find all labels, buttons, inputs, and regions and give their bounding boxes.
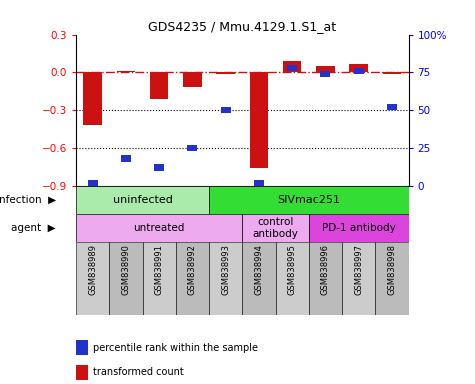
Text: PD-1 antibody: PD-1 antibody (322, 223, 396, 233)
Text: GSM838990: GSM838990 (122, 244, 130, 295)
Text: SIVmac251: SIVmac251 (277, 195, 340, 205)
Text: GSM838995: GSM838995 (288, 244, 296, 295)
Text: transformed count: transformed count (93, 367, 183, 377)
Bar (183, 72, 201, 88)
Text: agent  ▶: agent ▶ (11, 223, 56, 233)
Text: GSM838989: GSM838989 (88, 244, 97, 295)
Text: percentile rank within the sample: percentile rank within the sample (93, 343, 257, 353)
Text: GSM838991: GSM838991 (155, 244, 163, 295)
Bar (250, 72, 268, 168)
Bar (209, 242, 242, 315)
Bar (383, 72, 401, 74)
Bar (76, 214, 242, 242)
Text: GSM838992: GSM838992 (188, 244, 197, 295)
Bar (150, 72, 168, 99)
Text: untreated: untreated (133, 223, 185, 233)
Bar (309, 214, 408, 242)
Bar (121, 156, 131, 162)
Bar (187, 145, 198, 151)
Bar (217, 72, 235, 74)
Text: GSM838998: GSM838998 (388, 244, 396, 295)
Bar (375, 242, 408, 315)
Bar (287, 65, 297, 71)
Bar (176, 242, 209, 315)
Bar (117, 71, 135, 72)
Bar (387, 104, 397, 110)
Bar (142, 242, 176, 315)
Bar (242, 242, 276, 315)
Text: GSM838994: GSM838994 (255, 244, 263, 295)
Bar (87, 180, 98, 186)
Bar (254, 180, 264, 186)
Bar (353, 68, 364, 74)
Bar (342, 242, 375, 315)
Text: GSM838993: GSM838993 (221, 244, 230, 295)
Bar (154, 164, 164, 171)
Bar (76, 242, 109, 315)
Bar (220, 107, 231, 113)
Text: GSM838996: GSM838996 (321, 244, 330, 295)
Bar (76, 186, 209, 214)
Bar (84, 72, 102, 125)
Bar (309, 242, 342, 315)
Bar (109, 242, 142, 315)
Text: GSM838997: GSM838997 (354, 244, 363, 295)
Bar (276, 242, 309, 315)
Bar (320, 71, 330, 77)
Bar (316, 66, 334, 72)
Bar (242, 214, 309, 242)
Bar (209, 186, 408, 214)
Text: infection  ▶: infection ▶ (0, 195, 56, 205)
Text: control
antibody: control antibody (253, 217, 298, 239)
Bar (350, 63, 368, 72)
Bar (283, 61, 301, 72)
Text: uninfected: uninfected (113, 195, 172, 205)
Title: GDS4235 / Mmu.4129.1.S1_at: GDS4235 / Mmu.4129.1.S1_at (148, 20, 336, 33)
